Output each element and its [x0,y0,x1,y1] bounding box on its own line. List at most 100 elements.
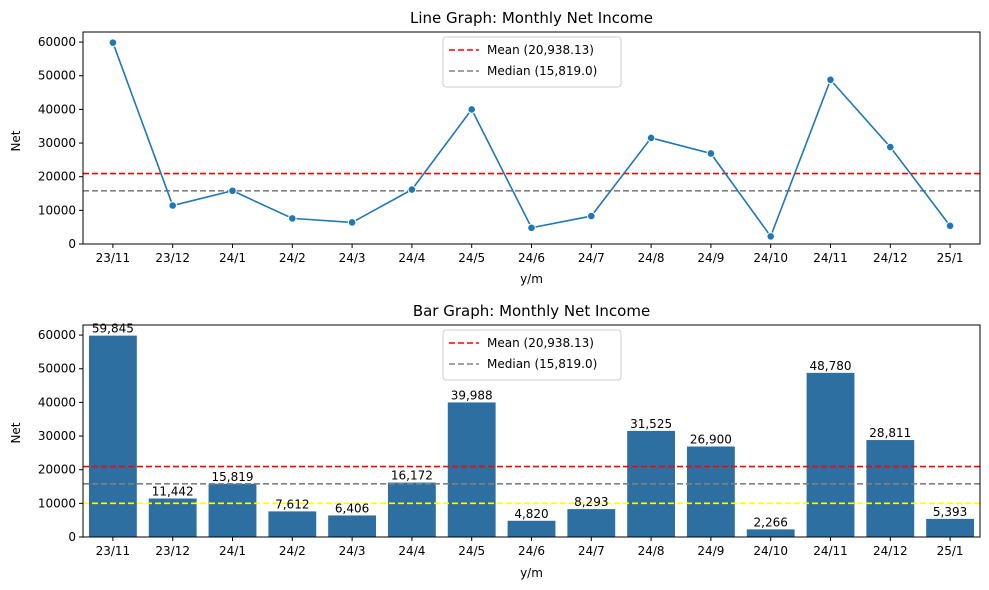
x-tick-label: 24/1 [219,251,246,265]
y-tick-label: 10000 [38,203,76,217]
y-tick-label: 30000 [38,136,76,150]
data-label: 59,845 [92,322,134,336]
data-label: 28,811 [869,426,911,440]
data-label: 7,612 [275,497,309,511]
bar [806,372,855,537]
x-tick-label: 24/3 [339,251,366,265]
data-label: 4,820 [514,507,548,521]
x-tick-label: 24/5 [458,251,485,265]
legend-label: Median (15,819.0) [487,357,597,371]
data-label: 15,819 [212,470,254,484]
y-tick-label: 50000 [38,362,76,376]
y-tick-label: 60000 [38,328,76,342]
bar [387,482,436,537]
y-tick-label: 20000 [38,170,76,184]
y-axis-label: Net [9,130,23,151]
bar [686,446,735,537]
chart-title: Line Graph: Monthly Net Income [410,9,653,27]
data-point [347,218,357,227]
x-tick-label: 24/4 [398,544,425,558]
data-label: 5,393 [933,505,967,519]
bar [328,515,377,537]
data-label: 26,900 [690,432,732,446]
x-tick-label: 24/8 [638,544,665,558]
y-tick-label: 60000 [38,35,76,49]
plot-frame [82,31,981,245]
x-tick-label: 24/6 [518,544,545,558]
data-point [766,232,776,241]
legend-label: Mean (20,938.13) [487,43,594,57]
legend-label: Median (15,819.0) [487,64,597,78]
data-point [168,201,177,210]
x-tick-label: 24/9 [697,544,724,558]
x-tick-label: 24/3 [339,544,366,558]
plot-frame [82,324,981,538]
x-tick-label: 24/4 [398,251,425,265]
bar-chart: Bar Graph: Monthly Net Income y/m Net 0 1… [9,302,981,580]
x-tick-label: 24/5 [458,544,485,558]
data-label: 39,988 [451,388,493,402]
x-axis-label: y/m [520,566,543,580]
y-tick-label: 40000 [38,102,76,116]
bar [148,498,197,537]
data-label: 31,525 [630,417,672,431]
x-tick-label: 23/11 [96,544,131,558]
x-tick-label: 24/11 [813,251,848,265]
data-label: 8,293 [574,495,608,509]
bar [746,529,795,537]
data-label: 48,780 [810,359,852,373]
y-tick-label: 0 [68,530,76,544]
x-tick-label: 24/10 [753,251,788,265]
legend-box [442,36,622,88]
bar [88,335,137,537]
x-tick-label: 24/2 [279,544,306,558]
x-tick-label: 23/12 [155,544,190,558]
data-label: 6,406 [335,501,369,515]
x-tick-label: 25/1 [937,544,964,558]
y-tick-label: 20000 [38,463,76,477]
bar [447,402,496,537]
x-tick-label: 24/2 [279,251,306,265]
bar [926,518,975,537]
x-tick-label: 25/1 [937,251,964,265]
x-tick-label: 24/12 [873,251,908,265]
y-tick-label: 50000 [38,69,76,83]
bar [208,483,257,537]
data-point [527,223,536,233]
x-tick-label: 24/11 [813,544,848,558]
data-label: 16,172 [391,469,433,483]
bar [567,509,616,537]
bar [268,511,317,537]
data-point [646,133,656,143]
x-axis-label: y/m [520,272,543,286]
data-point [228,186,237,196]
x-tick-label: 24/9 [697,251,724,265]
legend-box [442,329,622,381]
data-label: 11,442 [152,484,194,498]
x-tick-label: 24/12 [873,544,908,558]
line-chart: Line Graph: Monthly Net Income y/m Net 0… [9,9,981,286]
y-tick-label: 0 [68,237,76,251]
data-point [706,149,716,158]
chart-title: Bar Graph: Monthly Net Income [413,302,650,320]
x-tick-label: 24/10 [753,544,788,558]
data-point [467,105,477,114]
y-tick-label: 10000 [38,496,76,510]
data-label: 2,266 [754,515,788,529]
data-point [945,221,955,231]
data-point [407,185,417,194]
data-point [826,75,835,85]
x-tick-label: 24/8 [638,251,665,265]
x-tick-label: 24/6 [518,251,545,265]
data-point [108,38,118,47]
data-point [587,211,596,221]
x-tick-label: 24/7 [578,544,605,558]
y-axis-label: Net [9,422,23,443]
y-tick-label: 30000 [38,429,76,443]
x-tick-label: 23/12 [155,251,190,265]
bar [866,440,915,537]
legend-label: Mean (20,938.13) [487,336,594,350]
x-tick-label: 24/7 [578,251,605,265]
bar [507,520,556,537]
